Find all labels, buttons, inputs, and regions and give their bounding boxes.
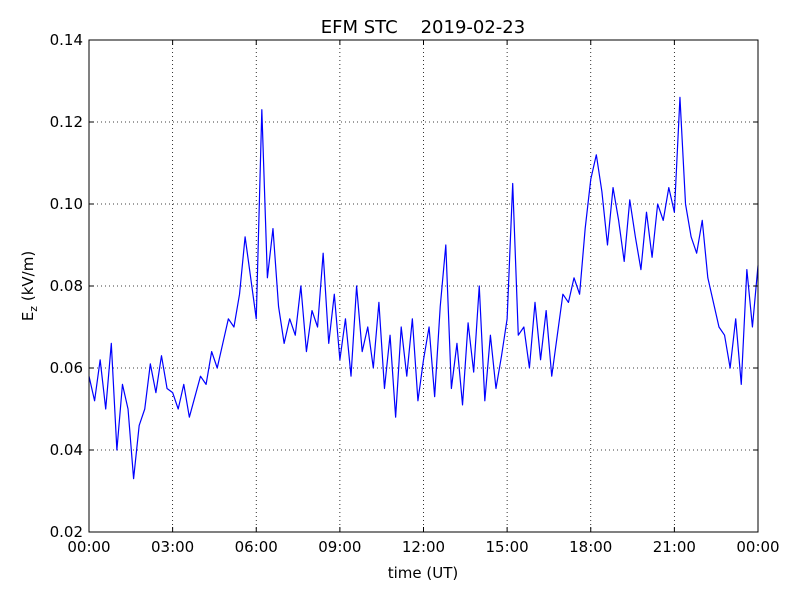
y-tick-label: 0.02: [50, 523, 83, 541]
x-tick-label: 00:00: [736, 538, 779, 556]
data-line: [88, 96, 759, 480]
y-tick-label: 0.10: [50, 195, 83, 213]
x-tick-label: 15:00: [486, 538, 529, 556]
y-tick-label: 0.14: [50, 31, 83, 49]
y-tick-label: 0.04: [50, 441, 83, 459]
y-label-sub: z: [27, 306, 40, 312]
y-axis-label: Ez (kV/m): [19, 251, 40, 321]
x-tick-label: 21:00: [653, 538, 696, 556]
x-tick-label: 03:00: [151, 538, 194, 556]
x-tick-label: 09:00: [318, 538, 361, 556]
x-tick-label: 06:00: [235, 538, 278, 556]
y-label-base: E: [19, 312, 37, 321]
y-tick-label: 0.06: [50, 359, 83, 377]
x-tick-label: 00:00: [67, 538, 110, 556]
x-tick-label: 18:00: [569, 538, 612, 556]
y-label-unit: (kV/m): [19, 251, 37, 306]
chart-title: EFM STC 2019-02-23: [321, 17, 525, 38]
y-tick-label: 0.08: [50, 277, 83, 295]
x-axis-label: time (UT): [388, 564, 459, 582]
y-tick-label: 0.12: [50, 113, 83, 131]
x-tick-label: 12:00: [402, 538, 445, 556]
plot-area: [88, 39, 759, 533]
